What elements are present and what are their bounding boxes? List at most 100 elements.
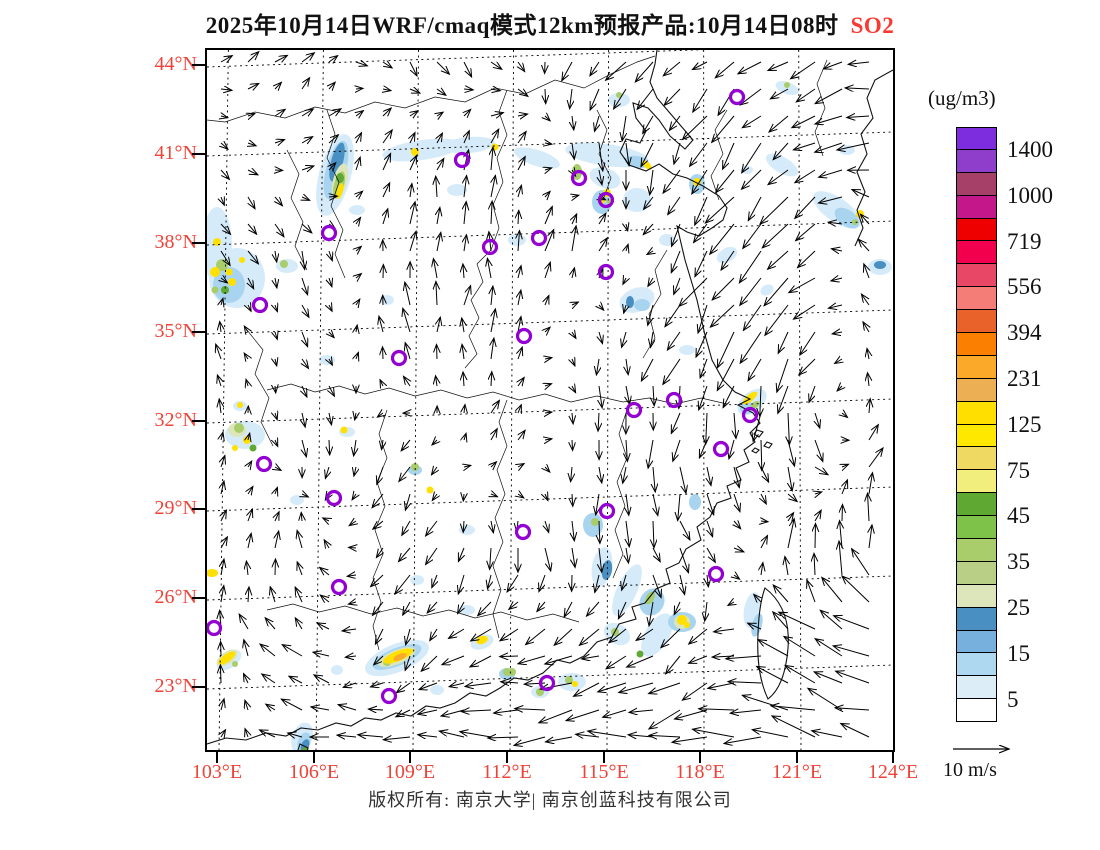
wind-arrow (700, 358, 708, 378)
wind-arrow (742, 695, 789, 711)
wind-arrow (329, 250, 332, 261)
wind-arrow (728, 602, 734, 605)
wind-arrow (248, 487, 253, 495)
wind-arrow (221, 143, 228, 149)
province-border (596, 109, 612, 201)
wind-arrow (526, 628, 546, 645)
wind-arrow (518, 185, 522, 198)
wind-arrow (518, 464, 524, 467)
wind-arrow (690, 142, 708, 166)
colorbar-cell (956, 676, 997, 700)
wind-arrow (595, 115, 600, 131)
province-border (266, 383, 728, 405)
so2-plume (411, 463, 419, 471)
wind-arrow (652, 574, 661, 598)
wind-arrow (436, 176, 437, 198)
so2-plume (280, 260, 288, 268)
latitude-gridline (207, 398, 893, 424)
wind-arrow (606, 61, 627, 80)
wind-arrow (356, 191, 363, 197)
wind-arrow (863, 322, 869, 333)
wind-arrow (514, 736, 546, 745)
colorbar-tick-label: 75 (1007, 457, 1030, 483)
wind-arrow (768, 61, 789, 71)
wind-arrow (317, 623, 330, 629)
wind-arrow (742, 115, 762, 128)
wind-arrow (635, 61, 654, 82)
colorbar-cell (956, 401, 997, 425)
wind-arrow (275, 531, 279, 549)
so2-plume (239, 257, 245, 263)
so2-plume (852, 219, 858, 225)
latitude-gridline (207, 486, 893, 512)
wind-arrow (794, 304, 816, 319)
wind-arrow (706, 547, 715, 562)
wind-arrow (517, 114, 528, 116)
wind-arrow (726, 656, 762, 659)
colorbar-cell (956, 195, 997, 219)
wind-arrow (270, 587, 275, 603)
wind-arrow (545, 116, 550, 121)
wind-arrow (779, 612, 816, 630)
wind-arrow (490, 89, 500, 91)
wind-arrow (329, 196, 337, 197)
wind-arrow (651, 331, 654, 348)
colorbar-tick-label: 45 (1007, 503, 1030, 529)
wind-arrow (275, 413, 277, 420)
wind-arrow (739, 250, 762, 283)
station-marker (320, 224, 338, 242)
wind-arrow (275, 512, 279, 522)
wind-arrow (648, 278, 653, 286)
so2-plume (237, 402, 243, 408)
so2-plume (508, 234, 526, 246)
wind-arrow (328, 135, 338, 144)
lat-tick (192, 64, 205, 66)
wind-arrow (301, 78, 310, 90)
wind-arrow (663, 169, 681, 193)
wind-arrow (301, 223, 312, 233)
wind-arrow (545, 296, 549, 306)
wind-arrow (574, 682, 600, 696)
wind-arrow (244, 674, 249, 684)
wind-arrow (572, 493, 573, 506)
wind-arrow (761, 536, 768, 549)
wind-arrow (835, 708, 870, 710)
wind-arrow (717, 358, 735, 391)
wind-arrow (419, 682, 438, 690)
wind-arrow (491, 429, 497, 441)
wind-arrow (663, 358, 681, 384)
station-marker (390, 349, 408, 367)
wind-arrow (275, 332, 277, 339)
wind-arrow (729, 439, 734, 459)
wind-arrow (705, 196, 735, 223)
wind-arrow (518, 231, 520, 252)
wind-arrow (491, 338, 494, 360)
wind-arrow (764, 277, 789, 306)
wind-arrow (545, 412, 552, 413)
wind-arrow (302, 412, 305, 427)
wind-arrow (323, 518, 329, 521)
province-border (372, 409, 388, 651)
wind-arrow (626, 224, 628, 231)
wind-arrow (301, 109, 313, 116)
wind-arrow (275, 487, 277, 494)
wind-arrow (834, 616, 870, 630)
wind-arrow (216, 344, 221, 360)
wind-arrow (814, 672, 843, 684)
wind-arrow (244, 353, 248, 359)
so2-plume (616, 92, 622, 98)
wind-arrow (247, 223, 257, 234)
wind-arrow (436, 89, 446, 95)
wind-arrow (626, 358, 628, 375)
wind-arrow (649, 735, 681, 737)
wind-arrow (352, 494, 356, 500)
wind-arrow (217, 375, 221, 387)
wind-arrow (599, 466, 602, 483)
wind-arrow (809, 385, 816, 402)
wind-arrow (409, 156, 417, 171)
wind-arrow (302, 250, 305, 270)
wind-arrow (262, 674, 276, 684)
wind-arrow (494, 710, 519, 713)
latitude-gridline (207, 50, 706, 68)
colorbar-cell (956, 310, 997, 334)
